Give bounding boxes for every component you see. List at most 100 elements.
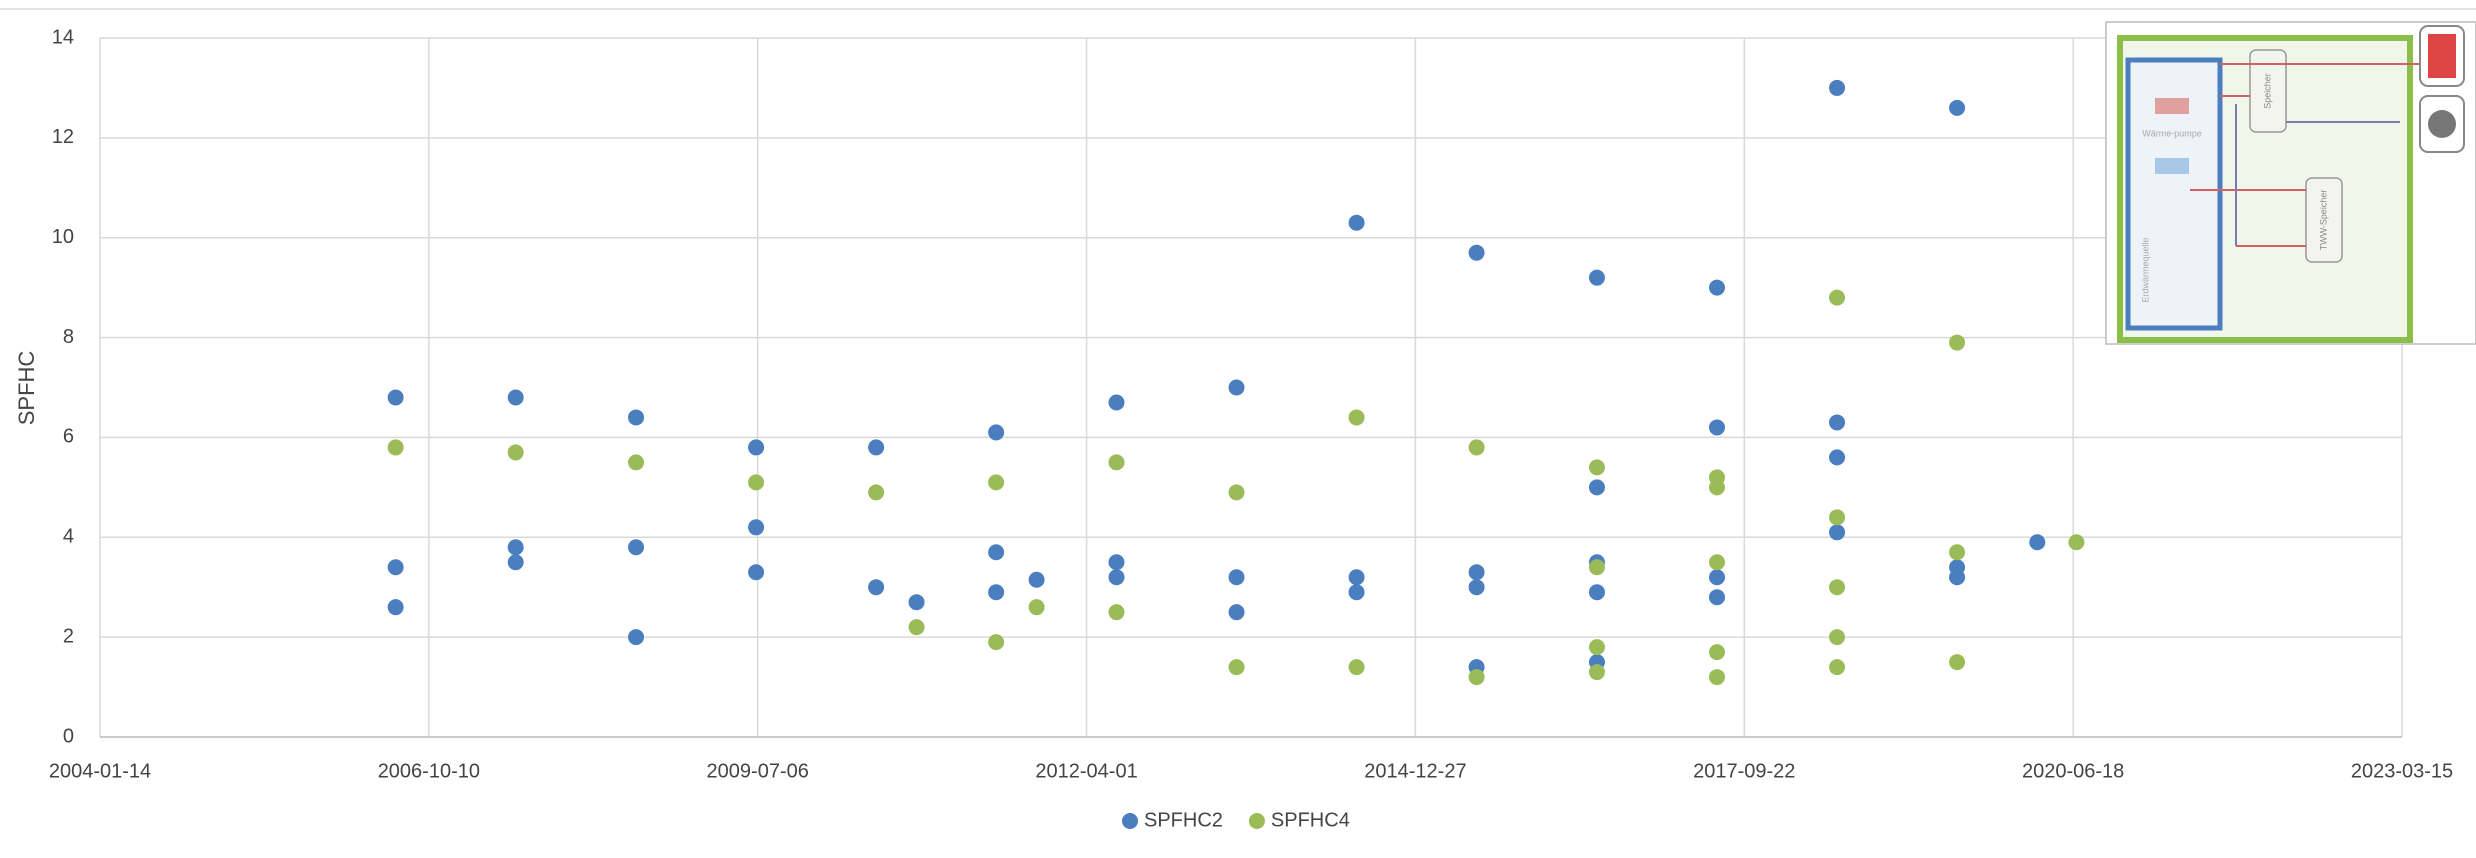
data-point [1228, 659, 1245, 676]
y-tick-label: 12 [52, 126, 74, 148]
data-point [908, 619, 925, 636]
data-point [1228, 484, 1245, 501]
data-point [1708, 644, 1725, 661]
data-point [1708, 569, 1725, 586]
x-tick-label: 2014-12-27 [1364, 760, 1466, 782]
data-point [628, 629, 645, 646]
data-point [1468, 244, 1485, 261]
data-point [1468, 439, 1485, 456]
data-point [387, 439, 404, 456]
data-point [868, 439, 885, 456]
x-tick-label: 2006-10-10 [378, 760, 480, 782]
legend-label: SPFHC2 [1144, 809, 1223, 831]
data-point [1949, 99, 1966, 116]
data-point [748, 439, 765, 456]
data-point [1348, 409, 1365, 426]
data-point [748, 564, 765, 581]
data-point [2029, 534, 2046, 551]
data-point [1468, 579, 1485, 596]
data-point [387, 389, 404, 406]
data-point [507, 539, 524, 556]
x-tick-label: 2017-09-22 [1693, 760, 1795, 782]
data-point [1829, 629, 1846, 646]
data-point [868, 579, 885, 596]
x-tick-label: 2020-06-18 [2022, 760, 2124, 782]
data-point [387, 599, 404, 616]
data-point [1588, 269, 1605, 286]
data-point [1348, 659, 1365, 676]
data-point [988, 544, 1005, 561]
y-tick-label: 10 [52, 226, 74, 248]
x-tick-label: 2004-01-14 [49, 760, 151, 782]
legend-marker [1248, 813, 1265, 829]
data-point [628, 409, 645, 426]
data-point [1228, 604, 1245, 621]
data-point [748, 519, 765, 536]
data-point [1829, 449, 1846, 466]
data-point [1028, 599, 1045, 616]
data-point [507, 554, 524, 571]
data-point [628, 539, 645, 556]
data-point [1708, 589, 1725, 606]
data-point [628, 454, 645, 471]
data-point [1348, 214, 1365, 231]
data-point [1588, 459, 1605, 476]
inset-diagram: Wärme-pumpe Speicher TWW-Speicher Erdwär… [2105, 21, 2476, 345]
data-point [1348, 584, 1365, 601]
data-point [988, 424, 1005, 441]
data-point [1829, 414, 1846, 431]
y-axis-label: SPFHC [14, 351, 39, 426]
data-point [1708, 279, 1725, 296]
data-point [1708, 479, 1725, 496]
data-point [1949, 544, 1966, 561]
data-point [1829, 579, 1846, 596]
data-point [1829, 289, 1846, 306]
inset-label: Erdwärmequelle [2140, 237, 2150, 302]
data-point [1829, 524, 1846, 541]
data-point [1708, 419, 1725, 436]
legend-label: SPFHC4 [1271, 809, 1350, 831]
data-point [988, 474, 1005, 491]
data-point [1949, 569, 1966, 586]
y-tick-label: 14 [52, 26, 74, 48]
data-point [2068, 534, 2085, 551]
data-point [1588, 664, 1605, 681]
x-tick-label: 2012-04-01 [1035, 760, 1137, 782]
y-tick-label: 8 [63, 326, 74, 348]
data-point [387, 559, 404, 576]
data-point [1108, 604, 1125, 621]
data-point [1348, 569, 1365, 586]
data-point [1228, 569, 1245, 586]
data-point [1108, 569, 1125, 586]
data-point [1108, 554, 1125, 571]
data-point [1588, 479, 1605, 496]
y-tick-label: 2 [63, 625, 74, 647]
data-point [1708, 554, 1725, 571]
data-point [1588, 584, 1605, 601]
inset-label: Speicher [2262, 73, 2272, 109]
data-point [1468, 669, 1485, 686]
data-point [1588, 639, 1605, 656]
inset-label: TWW-Speicher [2318, 190, 2328, 251]
data-point [988, 634, 1005, 651]
data-point [507, 389, 524, 406]
x-tick-label: 2023-03-15 [2351, 760, 2453, 782]
data-point [1108, 394, 1125, 411]
y-tick-label: 4 [63, 526, 74, 548]
data-point [507, 444, 524, 461]
data-point [748, 474, 765, 491]
y-tick-label: 0 [63, 725, 74, 747]
data-point [1829, 659, 1846, 676]
data-point [1588, 559, 1605, 576]
data-point [908, 594, 925, 611]
data-point [1949, 334, 1966, 351]
data-point [1028, 571, 1045, 588]
data-point [1228, 379, 1245, 396]
x-tick-label: 2009-07-06 [707, 760, 809, 782]
data-point [868, 484, 885, 501]
data-point [1108, 454, 1125, 471]
data-point [1829, 509, 1846, 526]
legend-marker [1122, 813, 1138, 829]
data-point [1708, 669, 1725, 686]
